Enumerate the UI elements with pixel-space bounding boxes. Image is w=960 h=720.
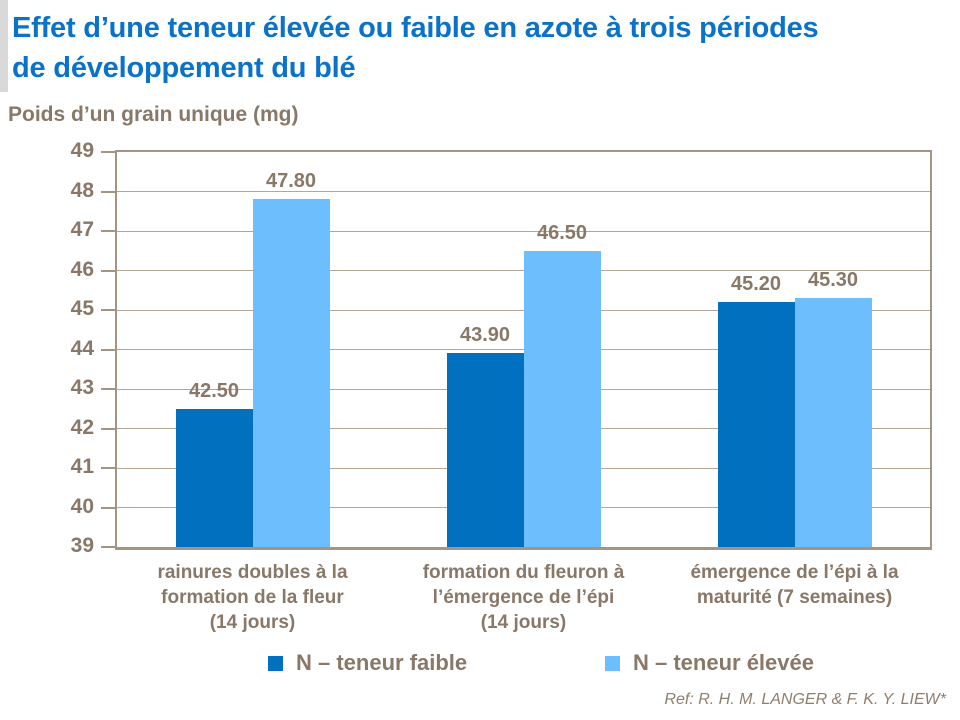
y-tick-label-46: 46 (70, 257, 94, 281)
y-tick-label-40: 40 (70, 494, 94, 518)
reference-citation: Ref: R. H. M. LANGER & F. K. Y. LIEW* (664, 691, 946, 708)
value-label-elevee-group-2: 46.50 (536, 221, 588, 244)
y-tick-mark-44 (101, 348, 115, 351)
y-tick-mark-39 (101, 546, 115, 548)
legend-label-faible: N – teneur faible (296, 650, 468, 675)
category-label-group-3: émergence de l’épi à la maturité (7 sema… (690, 562, 899, 608)
y-axis-title: Poids d’un grain unique (mg) (8, 103, 299, 126)
page-title: Effet d’une teneur élevée ou faible en a… (12, 12, 819, 84)
legend-item-teneur-elevee: N – teneur élevée (605, 651, 814, 675)
title-accent-bar (0, 0, 8, 92)
gridline-47 (117, 230, 930, 232)
bar-elevee-group-1 (252, 199, 330, 547)
category-label-group-2: formation du fleuron à l’émergence de l’… (422, 562, 625, 633)
y-tick-mark-45 (101, 309, 115, 311)
bar-faible-group-1 (175, 408, 253, 547)
value-label-faible-group-3: 45.20 (730, 273, 782, 296)
y-tick-mark-40 (101, 506, 115, 509)
legend-swatch-faible-icon (268, 656, 283, 671)
legend-swatch-elevee-icon (605, 656, 620, 671)
bar-faible-group-3 (717, 302, 795, 547)
y-tick-label-45: 45 (70, 297, 94, 320)
value-label-faible-group-2: 43.90 (459, 324, 511, 347)
y-tick-label-41: 41 (70, 455, 94, 478)
bar-elevee-group-3 (794, 298, 872, 547)
bar-faible-group-2 (446, 353, 524, 547)
y-tick-mark-49 (101, 151, 115, 153)
y-tick-mark-47 (101, 230, 115, 232)
y-tick-label-48: 48 (70, 178, 94, 202)
y-tick-mark-43 (101, 388, 115, 390)
category-label-group-1: rainures doubles à la formation de la fl… (157, 562, 348, 633)
y-tick-label-49: 49 (70, 139, 94, 162)
y-tick-label-47: 47 (70, 218, 94, 241)
y-tick-mark-46 (101, 269, 115, 272)
y-tick-mark-41 (101, 467, 115, 469)
legend-label-elevee: N – teneur élevée (633, 650, 814, 675)
y-tick-label-42: 42 (70, 415, 94, 439)
bar-elevee-group-2 (523, 250, 601, 547)
value-label-faible-group-1: 42.50 (188, 379, 240, 402)
y-tick-label-43: 43 (70, 376, 94, 399)
y-tick-mark-48 (101, 190, 115, 193)
y-tick-mark-42 (101, 427, 115, 430)
y-tick-label-39: 39 (70, 534, 94, 557)
value-label-elevee-group-1: 47.80 (265, 170, 317, 193)
value-label-elevee-group-3: 45.30 (807, 269, 859, 292)
y-tick-label-44: 44 (70, 336, 94, 360)
legend-item-teneur-faible: N – teneur faible (268, 651, 467, 675)
plot-area: 42.50 47.80 43.90 46.50 45.20 45.30 (115, 150, 932, 550)
gridline-48 (117, 191, 930, 192)
